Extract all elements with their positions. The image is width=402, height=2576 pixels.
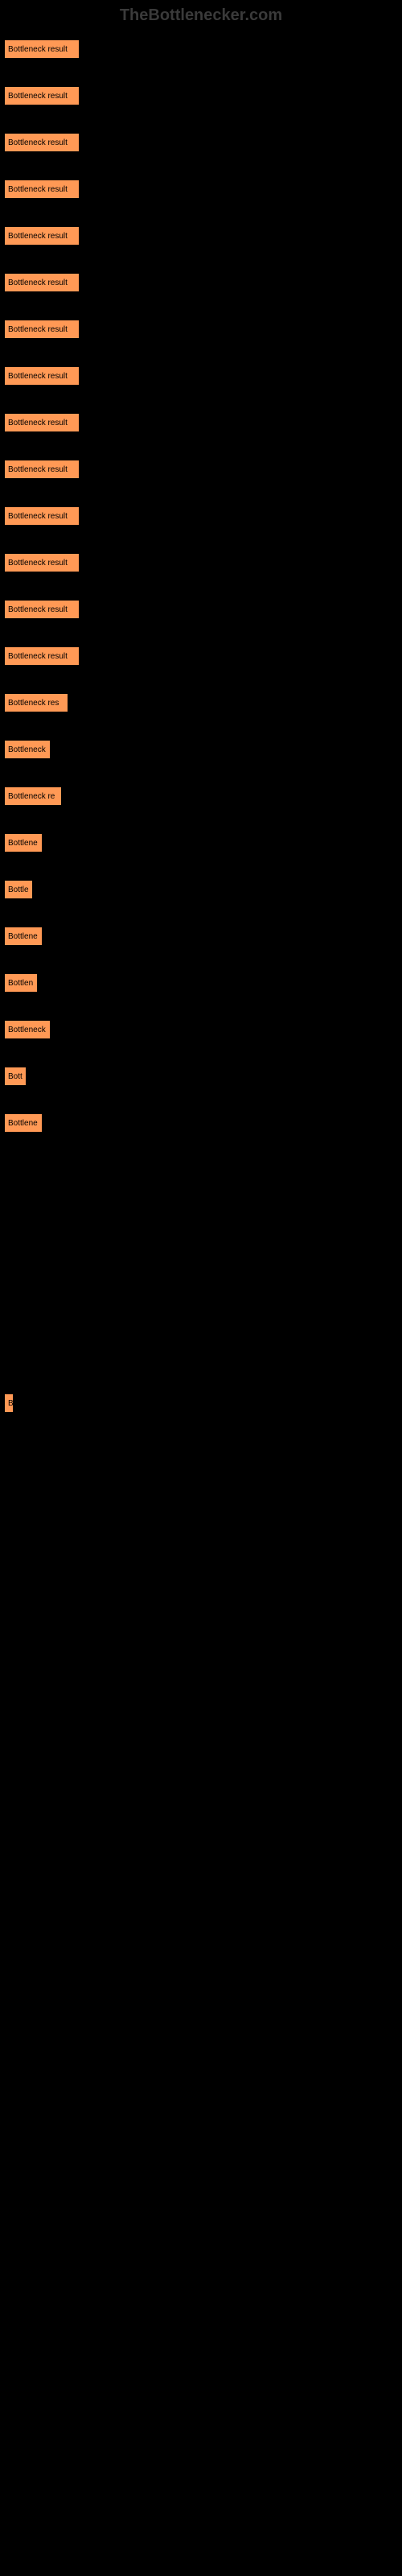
bar-label: Bottleneck result xyxy=(8,232,68,241)
bar: Bottleneck result xyxy=(4,39,80,59)
bar-label: Bottleneck res xyxy=(8,699,59,708)
bar: Bottlen xyxy=(4,973,38,993)
bar-row: Bottleneck result xyxy=(4,460,398,479)
bar: Bottlene xyxy=(4,833,43,852)
bar-row: Bottleneck xyxy=(4,1020,398,1039)
bar-row: Bottlene xyxy=(4,1113,398,1133)
bar-label: Bottlene xyxy=(8,839,38,848)
bar-label: Bottleneck xyxy=(8,1026,46,1034)
empty-row xyxy=(4,1160,398,1207)
bar: Bottleneck result xyxy=(4,133,80,152)
bar-label: Bottleneck result xyxy=(8,419,68,427)
empty-row xyxy=(4,1814,398,1860)
empty-row xyxy=(4,2000,398,2047)
empty-row xyxy=(4,1440,398,1487)
bar-row: Bottleneck re xyxy=(4,786,398,806)
bar-label: Bottlene xyxy=(8,1119,38,1128)
empty-row xyxy=(4,1720,398,1767)
bar-label: Bottleneck result xyxy=(8,279,68,287)
bar: Bottleneck result xyxy=(4,413,80,432)
empty-row xyxy=(4,1534,398,1580)
bar: Bottlene xyxy=(4,1113,43,1133)
bar: Bottleneck result xyxy=(4,86,80,105)
empty-row xyxy=(4,1253,398,1300)
bar: Bott xyxy=(4,1067,27,1086)
bar-label: B xyxy=(8,1399,14,1408)
empty-row xyxy=(4,1860,398,1907)
bar: Bottleneck result xyxy=(4,460,80,479)
bar: Bottleneck result xyxy=(4,366,80,386)
bar: Bottlene xyxy=(4,927,43,946)
bar-row: B xyxy=(4,1393,398,1413)
empty-row xyxy=(4,1487,398,1534)
bar: Bottleneck result xyxy=(4,226,80,246)
empty-row xyxy=(4,1674,398,1720)
empty-row xyxy=(4,1207,398,1253)
bar-label: Bottleneck result xyxy=(8,92,68,101)
bar: B xyxy=(4,1393,14,1413)
bar: Bottleneck result xyxy=(4,553,80,572)
bar: Bottleneck re xyxy=(4,786,62,806)
empty-row xyxy=(4,1580,398,1627)
bar-chart: Bottleneck result Bottleneck result Bottle… xyxy=(0,31,402,2102)
bar: Bottleneck result xyxy=(4,506,80,526)
bar-row: Bottleneck result xyxy=(4,86,398,105)
bar-label: Bottleneck result xyxy=(8,372,68,381)
bar: Bottleneck xyxy=(4,740,51,759)
bar-row: Bottleneck res xyxy=(4,693,398,712)
empty-row xyxy=(4,1627,398,1674)
bar-row: Bottlene xyxy=(4,833,398,852)
empty-row xyxy=(4,1767,398,1814)
bar-label: Bottleneck re xyxy=(8,792,55,801)
watermark-text: TheBottlenecker.com xyxy=(0,0,402,31)
bar: Bottleneck result xyxy=(4,646,80,666)
bar-row: Bottleneck result xyxy=(4,320,398,339)
bar-row: Bottleneck result xyxy=(4,413,398,432)
bar-label: Bottleneck xyxy=(8,745,46,754)
bar: Bottleneck result xyxy=(4,600,80,619)
bar-label: Bott xyxy=(8,1072,23,1081)
bar: Bottleneck xyxy=(4,1020,51,1039)
bar-row: Bottleneck result xyxy=(4,133,398,152)
bar-row: Bottle xyxy=(4,880,398,899)
bar-label: Bottleneck result xyxy=(8,652,68,661)
bar-label: Bottleneck result xyxy=(8,45,68,54)
empty-row xyxy=(4,1954,398,2000)
bar-row: Bottleneck result xyxy=(4,273,398,292)
bar-row: Bottleneck result xyxy=(4,180,398,199)
bar-label: Bottleneck result xyxy=(8,512,68,521)
bar-row: Bottleneck result xyxy=(4,646,398,666)
bar-label: Bottleneck result xyxy=(8,605,68,614)
bar-row: Bott xyxy=(4,1067,398,1086)
empty-row xyxy=(4,1347,398,1393)
bar-row: Bottleneck result xyxy=(4,366,398,386)
bar-label: Bottleneck result xyxy=(8,465,68,474)
bar-row: Bottleneck result xyxy=(4,226,398,246)
bar: Bottleneck res xyxy=(4,693,68,712)
bar-row: Bottleneck result xyxy=(4,506,398,526)
bar-label: Bottlen xyxy=(8,979,33,988)
bar: Bottleneck result xyxy=(4,273,80,292)
empty-row xyxy=(4,1907,398,1954)
bar-row: Bottleneck result xyxy=(4,39,398,59)
bar: Bottleneck result xyxy=(4,320,80,339)
bar-label: Bottleneck result xyxy=(8,325,68,334)
bar-row: Bottlen xyxy=(4,973,398,993)
bar-label: Bottleneck result xyxy=(8,559,68,568)
bar-label: Bottleneck result xyxy=(8,138,68,147)
bar-row: Bottlene xyxy=(4,927,398,946)
bar: Bottleneck result xyxy=(4,180,80,199)
bar-label: Bottle xyxy=(8,886,29,894)
empty-row xyxy=(4,1300,398,1347)
bar-label: Bottleneck result xyxy=(8,185,68,194)
empty-row xyxy=(4,2047,398,2094)
bar-row: Bottleneck result xyxy=(4,553,398,572)
bar-row: Bottleneck xyxy=(4,740,398,759)
bar: Bottle xyxy=(4,880,33,899)
bar-label: Bottlene xyxy=(8,932,38,941)
bar-row: Bottleneck result xyxy=(4,600,398,619)
